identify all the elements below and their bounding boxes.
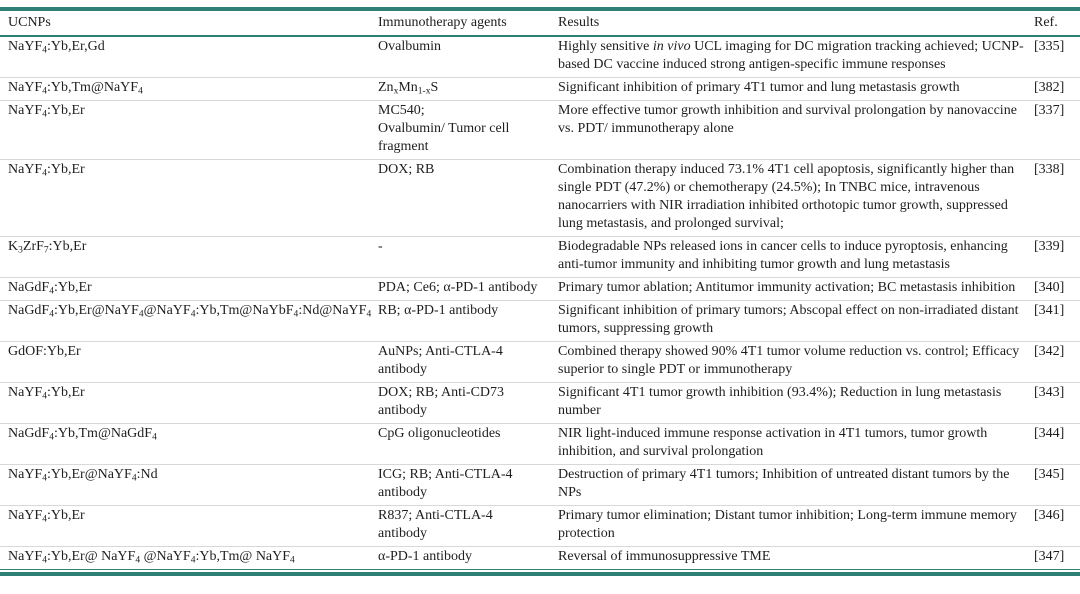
table-top-rule xyxy=(0,7,1080,11)
ucnp-cell: NaYF4:Yb,Tm@NaYF4 xyxy=(0,77,378,101)
results-cell: Significant inhibition of primary tumors… xyxy=(558,300,1034,342)
agents-cell: α-PD-1 antibody xyxy=(378,546,558,570)
table-row: NaGdF4:Yb,Er PDA; Ce6; α-PD-1 antibody P… xyxy=(0,277,1080,301)
agents-cell: PDA; Ce6; α-PD-1 antibody xyxy=(378,277,558,301)
ref-cell: [343] xyxy=(1034,382,1080,424)
table-row: NaYF4:Yb,Tm@NaYF4 ZnxMn1-xS Significant … xyxy=(0,77,1080,101)
table-header: UCNPs Immunotherapy agents Results Ref. xyxy=(0,11,1080,37)
table-row: K3ZrF7:Yb,Er - Biodegradable NPs release… xyxy=(0,236,1080,278)
table-row: GdOF:Yb,Er AuNPs; Anti-CTLA-4 antibody C… xyxy=(0,341,1080,383)
column-header-ucnps: UCNPs xyxy=(0,11,378,37)
table-bottom-rule xyxy=(0,572,1080,576)
table-body: NaYF4:Yb,Er,Gd Ovalbumin Highly sensitiv… xyxy=(0,36,1080,570)
agents-cell: CpG oligonucleotides xyxy=(378,423,558,465)
ref-cell: [347] xyxy=(1034,546,1080,570)
table-row: NaYF4:Yb,Er@ NaYF4 @NaYF4:Yb,Tm@ NaYF4 α… xyxy=(0,546,1080,570)
ucnp-cell: NaYF4:Yb,Er xyxy=(0,100,378,160)
ref-cell: [344] xyxy=(1034,423,1080,465)
results-cell: Biodegradable NPs released ions in cance… xyxy=(558,236,1034,278)
ref-cell: [340] xyxy=(1034,277,1080,301)
ucnp-cell: NaYF4:Yb,Er@ NaYF4 @NaYF4:Yb,Tm@ NaYF4 xyxy=(0,546,378,570)
column-header-ref: Ref. xyxy=(1034,11,1080,37)
results-cell: Reversal of immunosuppressive TME xyxy=(558,546,1034,570)
results-cell: Primary tumor ablation; Antitumor immuni… xyxy=(558,277,1034,301)
column-header-immunotherapy-agents: Immunotherapy agents xyxy=(378,11,558,37)
results-cell: NIR light-induced immune response activa… xyxy=(558,423,1034,465)
ref-cell: [337] xyxy=(1034,100,1080,160)
table-row: NaGdF4:Yb,Er@NaYF4@NaYF4:Yb,Tm@NaYbF4:Nd… xyxy=(0,300,1080,342)
results-cell: Significant inhibition of primary 4T1 tu… xyxy=(558,77,1034,101)
ucnp-cell: NaGdF4:Yb,Er@NaYF4@NaYF4:Yb,Tm@NaYbF4:Nd… xyxy=(0,300,378,342)
table-row: NaGdF4:Yb,Tm@NaGdF4 CpG oligonucleotides… xyxy=(0,423,1080,465)
results-cell: Combination therapy induced 73.1% 4T1 ce… xyxy=(558,159,1034,237)
table-row: NaYF4:Yb,Er,Gd Ovalbumin Highly sensitiv… xyxy=(0,36,1080,78)
ucnp-cell: NaYF4:Yb,Er xyxy=(0,159,378,237)
agents-cell: R837; Anti-CTLA-4 antibody xyxy=(378,505,558,547)
results-cell: Destruction of primary 4T1 tumors; Inhib… xyxy=(558,464,1034,506)
ref-cell: [342] xyxy=(1034,341,1080,383)
agents-cell: DOX; RB; Anti-CD73 antibody xyxy=(378,382,558,424)
ref-cell: [382] xyxy=(1034,77,1080,101)
ucnp-cell: NaYF4:Yb,Er xyxy=(0,505,378,547)
ref-cell: [339] xyxy=(1034,236,1080,278)
ucnp-cell: NaYF4:Yb,Er xyxy=(0,382,378,424)
ucnp-immunotherapy-table: UCNPs Immunotherapy agents Results Ref. … xyxy=(0,11,1080,570)
table-row: NaYF4:Yb,Er DOX; RB; Anti-CD73 antibody … xyxy=(0,382,1080,424)
ucnp-cell: NaYF4:Yb,Er,Gd xyxy=(0,36,378,78)
results-cell: More effective tumor growth inhibition a… xyxy=(558,100,1034,160)
column-header-results: Results xyxy=(558,11,1034,37)
ucnp-cell: NaYF4:Yb,Er@NaYF4:Nd xyxy=(0,464,378,506)
table-row: NaYF4:Yb,Er R837; Anti-CTLA-4 antibody P… xyxy=(0,505,1080,547)
agents-cell: ZnxMn1-xS xyxy=(378,77,558,101)
table-row: NaYF4:Yb,Er DOX; RB Combination therapy … xyxy=(0,159,1080,237)
ref-cell: [346] xyxy=(1034,505,1080,547)
ucnp-cell: NaGdF4:Yb,Tm@NaGdF4 xyxy=(0,423,378,465)
ucnp-cell: NaGdF4:Yb,Er xyxy=(0,277,378,301)
agents-cell: MC540; Ovalbumin/ Tumor cell fragment xyxy=(378,100,558,160)
ucnp-cell: K3ZrF7:Yb,Er xyxy=(0,236,378,278)
results-cell: Significant 4T1 tumor growth inhibition … xyxy=(558,382,1034,424)
agents-cell: ICG; RB; Anti-CTLA-4 antibody xyxy=(378,464,558,506)
agents-cell: RB; α-PD-1 antibody xyxy=(378,300,558,342)
agents-cell: Ovalbumin xyxy=(378,36,558,78)
ref-cell: [335] xyxy=(1034,36,1080,78)
header-row: UCNPs Immunotherapy agents Results Ref. xyxy=(0,11,1080,37)
table-row: NaYF4:Yb,Er@NaYF4:Nd ICG; RB; Anti-CTLA-… xyxy=(0,464,1080,506)
agents-cell: AuNPs; Anti-CTLA-4 antibody xyxy=(378,341,558,383)
results-cell: Highly sensitive in vivo UCL imaging for… xyxy=(558,36,1034,78)
table-row: NaYF4:Yb,Er MC540; Ovalbumin/ Tumor cell … xyxy=(0,100,1080,160)
ref-cell: [338] xyxy=(1034,159,1080,237)
agents-cell: - xyxy=(378,236,558,278)
ref-cell: [341] xyxy=(1034,300,1080,342)
results-cell: Primary tumor elimination; Distant tumor… xyxy=(558,505,1034,547)
ref-cell: [345] xyxy=(1034,464,1080,506)
ucnp-cell: GdOF:Yb,Er xyxy=(0,341,378,383)
agents-cell: DOX; RB xyxy=(378,159,558,237)
results-cell: Combined therapy showed 90% 4T1 tumor vo… xyxy=(558,341,1034,383)
